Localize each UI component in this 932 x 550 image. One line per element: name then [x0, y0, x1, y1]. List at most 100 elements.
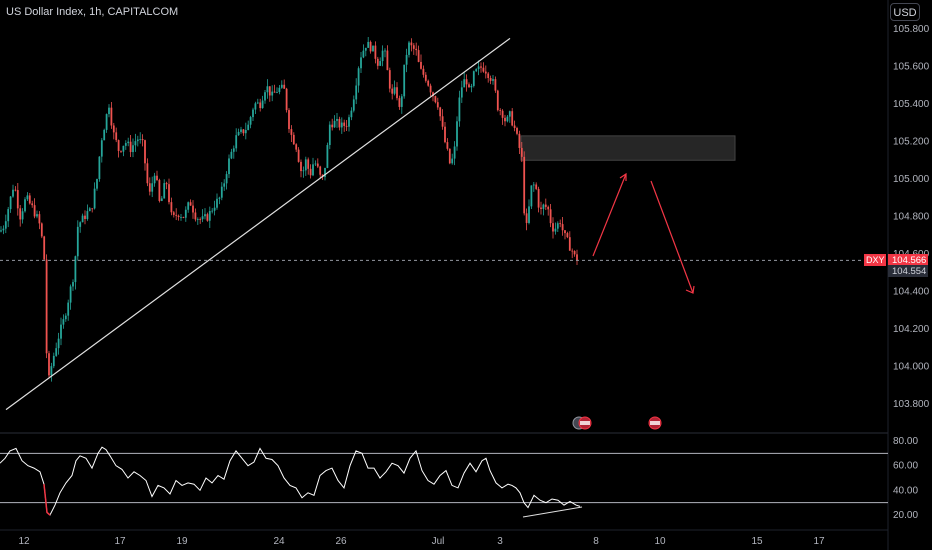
candle-body [228, 158, 230, 175]
resistance-zone[interactable] [520, 135, 736, 161]
currency-button[interactable]: USD [890, 3, 920, 21]
candle-body [307, 159, 310, 169]
candle-body [300, 161, 302, 172]
price-tick-label: 104.000 [893, 362, 930, 373]
event-badges[interactable] [572, 416, 662, 430]
candle-body [259, 102, 262, 109]
candle-body [559, 223, 562, 225]
candle-body [98, 156, 101, 180]
candle-body [220, 186, 223, 198]
candle-body [417, 50, 420, 62]
candle-body [489, 78, 492, 81]
candle-body [364, 47, 367, 51]
projection-arrows[interactable] [592, 172, 695, 294]
candle-body [86, 211, 89, 219]
candle-body [369, 41, 372, 52]
candle-body [168, 184, 170, 203]
candle-body [57, 338, 60, 349]
candle-body [465, 79, 468, 85]
projection-down-arrow[interactable] [650, 180, 694, 294]
candle-body [273, 91, 276, 93]
candle-body [501, 110, 504, 118]
price-tick-label: 104.800 [893, 212, 930, 223]
candle-body [16, 190, 19, 209]
rsi-divergence-line[interactable] [522, 506, 583, 518]
candle-body [12, 189, 14, 197]
candle-body [288, 110, 290, 130]
rsi-tick-label: 80.00 [893, 436, 918, 447]
second-price-text: 104.554 [892, 266, 926, 277]
time-axis[interactable]: 12 17 19 24 26 Jul 3 8 10 15 17 [18, 536, 825, 547]
candle-body [451, 158, 454, 164]
time-tick-label: 10 [654, 536, 666, 547]
candle-body [302, 170, 305, 172]
candle-body [439, 107, 442, 117]
candle-body [180, 216, 182, 218]
candle-body [235, 135, 238, 149]
flag-stripe [580, 421, 590, 425]
candle-body [458, 97, 461, 122]
candle-body [532, 184, 535, 186]
candle-body [415, 48, 418, 51]
candle-body [144, 140, 146, 164]
last-price-text: 104.566 [892, 255, 926, 266]
candle-body [376, 58, 379, 66]
rsi-axis: 80.00 60.00 40.00 20.00 [893, 436, 918, 521]
candle-body [108, 107, 110, 115]
projection-up-arrow[interactable] [592, 173, 627, 257]
second-price-tag [888, 265, 928, 277]
candle-body [175, 214, 178, 216]
candle-body [141, 139, 144, 141]
candle-body [52, 355, 55, 367]
candle-body [355, 85, 358, 100]
candles-layer [0, 37, 578, 382]
candle-body [124, 143, 127, 146]
candle-body [571, 250, 574, 252]
candle-body [254, 103, 257, 110]
candle-body [196, 219, 199, 220]
candle-body [26, 195, 29, 200]
candle-body [187, 202, 190, 210]
candle-body [199, 219, 202, 220]
candle-body [134, 141, 137, 146]
price-axis[interactable]: 105.800 105.600 105.400 105.200 105.000 104.8… [893, 24, 930, 410]
candle-body [55, 348, 58, 356]
candle-body [225, 174, 228, 184]
candle-body [412, 45, 415, 49]
trendline[interactable] [5, 37, 511, 411]
candle-body [436, 102, 439, 108]
price-tick-label: 105.400 [893, 99, 930, 110]
candle-body [60, 324, 62, 339]
candle-body [105, 114, 108, 130]
candle-body [542, 204, 545, 209]
candle-body [492, 79, 494, 81]
candle-body [72, 282, 74, 287]
candle-body [312, 164, 314, 176]
projection-up-arrowhead [619, 172, 627, 181]
candle-body [508, 111, 511, 117]
candle-body [177, 215, 180, 218]
candle-body [472, 71, 475, 86]
candle-body [576, 254, 578, 261]
candle-body [520, 147, 523, 157]
candle-body [340, 122, 343, 128]
time-tick-label: 15 [751, 536, 763, 547]
symbol-tag-text: DXY [866, 255, 885, 265]
candle-body [103, 129, 106, 141]
candle-body [112, 125, 115, 133]
candle-body [446, 142, 449, 149]
candle-body [9, 196, 12, 210]
candle-body [36, 214, 38, 217]
candle-body [24, 199, 26, 212]
candle-body [535, 184, 538, 189]
candle-body [139, 139, 142, 140]
candle-body [276, 92, 278, 93]
candle-body [43, 236, 46, 260]
candle-body [278, 87, 281, 93]
candle-body [50, 366, 53, 376]
candle-body [283, 84, 286, 89]
candle-body [165, 183, 168, 185]
candle-body [549, 209, 552, 224]
candle-body [564, 230, 566, 234]
